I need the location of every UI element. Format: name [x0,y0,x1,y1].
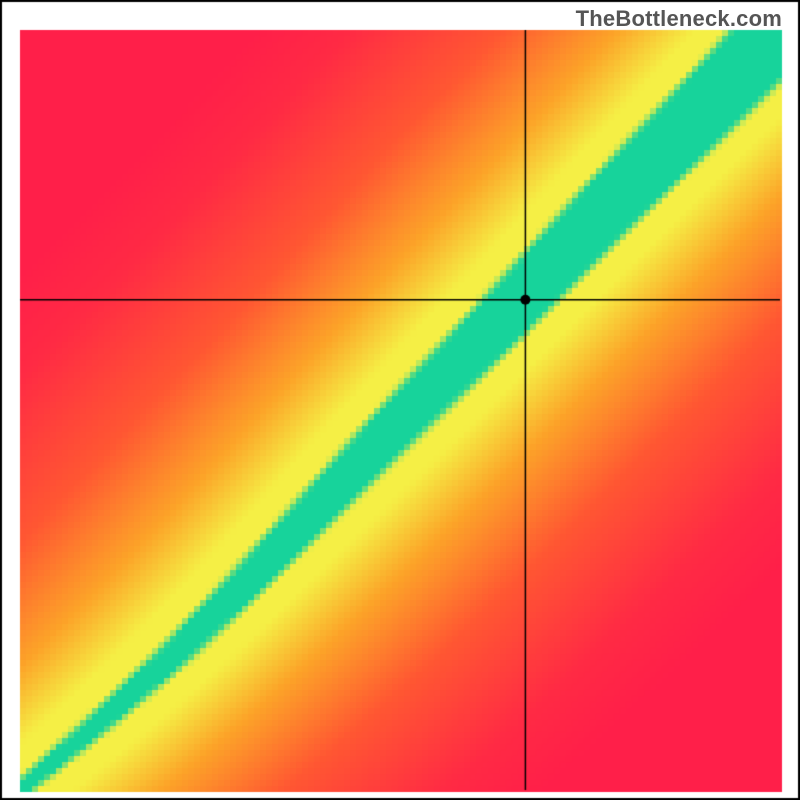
bottleneck-heatmap [0,0,800,800]
chart-container: TheBottleneck.com [0,0,800,800]
watermark-label: TheBottleneck.com [576,6,782,32]
